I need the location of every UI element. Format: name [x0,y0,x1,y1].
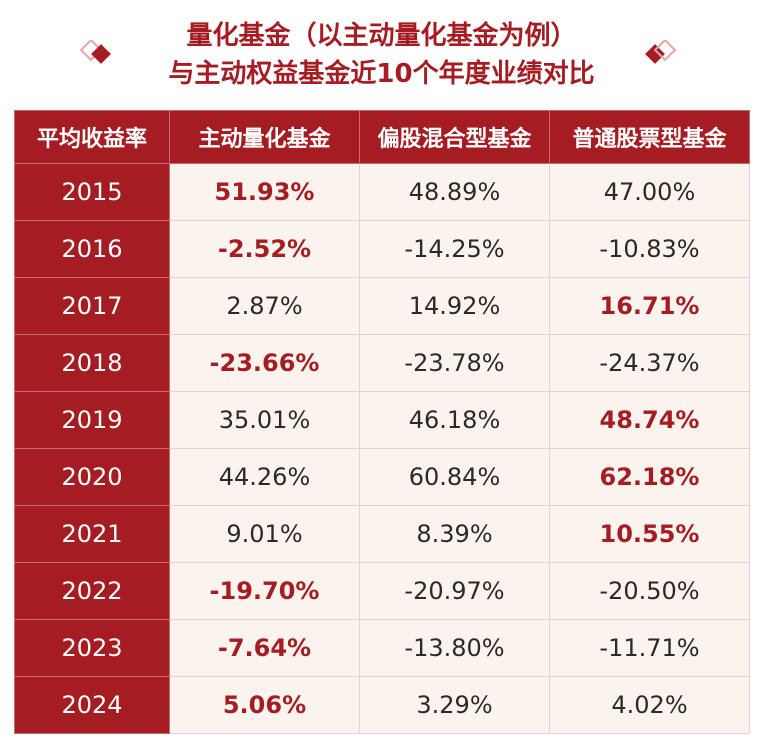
column-header: 偏股混合型基金 [359,110,550,164]
table-row: 2020 44.26% 60.84% 62.18% [14,448,750,506]
value-cell: 48.74% [549,391,750,449]
value-cell: 2.87% [169,277,360,335]
year-cell: 2021 [14,505,170,563]
value-cell: -20.97% [359,562,550,620]
column-header: 平均收益率 [14,110,170,164]
value-cell: 62.18% [549,448,750,506]
year-cell: 2018 [14,334,170,392]
year-cell: 2017 [14,277,170,335]
diamond-icon [645,40,677,64]
table-row: 2024 5.06% 3.29% 4.02% [14,676,750,734]
title-block: 量化基金（以主动量化基金为例） 与主动权益基金近10个年度业绩对比 [0,20,763,100]
table-row: 2019 35.01% 46.18% 48.74% [14,391,750,449]
performance-table: 平均收益率 主动量化基金 偏股混合型基金 普通股票型基金 2015 51.93% 48.8… [14,110,750,734]
diamond-icon [79,40,111,64]
value-cell: 47.00% [549,163,750,221]
value-cell: -23.66% [169,334,360,392]
value-cell: -13.80% [359,619,550,677]
value-cell: -14.25% [359,220,550,278]
value-cell: 35.01% [169,391,360,449]
table-row: 2018 -23.66% -23.78% -24.37% [14,334,750,392]
year-cell: 2023 [14,619,170,677]
value-cell: 10.55% [549,505,750,563]
value-cell: 51.93% [169,163,360,221]
table-body: 2015 51.93% 48.89% 47.00% 2016 -2.52% -14.25% -… [14,163,750,734]
title-line-2: 与主动权益基金近10个年度业绩对比 [168,59,595,89]
value-cell: 14.92% [359,277,550,335]
value-cell: -20.50% [549,562,750,620]
value-cell: 8.39% [359,505,550,563]
table-row: 2017 2.87% 14.92% 16.71% [14,277,750,335]
year-cell: 2015 [14,163,170,221]
value-cell: 46.18% [359,391,550,449]
table-row: 2015 51.93% 48.89% 47.00% [14,163,750,221]
title-line-1: 量化基金（以主动量化基金为例） [186,21,577,51]
table-row: 2022 -19.70% -20.97% -20.50% [14,562,750,620]
table-row: 2016 -2.52% -14.25% -10.83% [14,220,750,278]
year-cell: 2016 [14,220,170,278]
value-cell: 44.26% [169,448,360,506]
value-cell: 5.06% [169,676,360,734]
value-cell: -2.52% [169,220,360,278]
table-row: 2021 9.01% 8.39% 10.55% [14,505,750,563]
value-cell: 60.84% [359,448,550,506]
value-cell: 48.89% [359,163,550,221]
value-cell: 4.02% [549,676,750,734]
column-header: 普通股票型基金 [549,110,750,164]
value-cell: -11.71% [549,619,750,677]
year-cell: 2022 [14,562,170,620]
column-header: 主动量化基金 [169,110,360,164]
value-cell: -23.78% [359,334,550,392]
year-cell: 2024 [14,676,170,734]
value-cell: 3.29% [359,676,550,734]
value-cell: -10.83% [549,220,750,278]
year-cell: 2019 [14,391,170,449]
value-cell: -24.37% [549,334,750,392]
table-header-row: 平均收益率 主动量化基金 偏股混合型基金 普通股票型基金 [14,110,750,164]
year-cell: 2020 [14,448,170,506]
value-cell: -7.64% [169,619,360,677]
value-cell: 9.01% [169,505,360,563]
value-cell: 16.71% [549,277,750,335]
table-row: 2023 -7.64% -13.80% -11.71% [14,619,750,677]
value-cell: -19.70% [169,562,360,620]
